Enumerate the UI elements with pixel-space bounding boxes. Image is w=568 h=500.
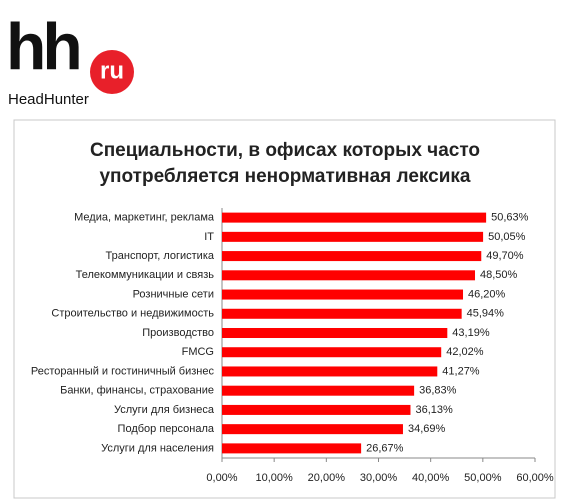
value-label: 48,50% — [480, 269, 518, 281]
value-label: 34,69% — [408, 423, 446, 435]
x-tick-label: 0,00% — [206, 472, 237, 484]
y-tick-label: Производство — [142, 327, 214, 339]
bar — [222, 328, 448, 338]
y-tick-label: Строительство и недвижимость — [51, 308, 214, 320]
logo-mark: hh — [6, 9, 79, 83]
value-label: 50,63% — [491, 212, 529, 224]
logo-name: HeadHunter — [8, 91, 89, 108]
y-tick-label: IT — [204, 231, 214, 243]
value-label: 45,94% — [467, 308, 505, 320]
value-label: 50,05% — [488, 231, 526, 243]
x-tick-label: 30,00% — [360, 472, 398, 484]
logo-badge: ru — [100, 57, 124, 84]
value-label: 41,27% — [442, 365, 480, 377]
bar — [222, 270, 476, 281]
value-label: 36,83% — [419, 385, 457, 397]
bar — [222, 308, 462, 319]
x-tick-label: 20,00% — [308, 472, 346, 484]
value-label: 43,19% — [452, 327, 490, 339]
y-tick-label: Телекоммуникации и связь — [76, 269, 215, 281]
x-tick-label: 60,00% — [516, 472, 554, 484]
value-label: 26,67% — [366, 442, 404, 454]
x-tick-label: 50,00% — [464, 472, 502, 484]
y-tick-label: Услуги для бизнеса — [114, 404, 215, 416]
y-tick-label: Ресторанный и гостиничный бизнес — [31, 365, 215, 377]
bar — [222, 231, 484, 242]
y-tick-label: Медиа, маркетинг, реклама — [74, 212, 215, 224]
bar — [222, 424, 403, 435]
x-tick-label: 40,00% — [412, 472, 450, 484]
bar — [222, 289, 464, 300]
chart-frame — [13, 119, 556, 499]
y-tick-label: Розничные сети — [133, 288, 214, 300]
y-tick-label: Услуги для населения — [101, 442, 214, 454]
value-label: 46,20% — [468, 288, 506, 300]
bar — [222, 404, 411, 415]
bar — [222, 251, 482, 262]
bar — [222, 366, 438, 377]
y-tick-label: Подбор персонала — [118, 423, 215, 435]
value-label: 49,70% — [486, 250, 524, 262]
value-label: 42,02% — [446, 346, 484, 358]
bar — [222, 347, 442, 358]
y-tick-label: Транспорт, логистика — [106, 250, 215, 262]
logo-badge-circle — [90, 50, 134, 94]
bar — [222, 443, 362, 454]
bar — [222, 212, 487, 223]
bar — [222, 385, 415, 396]
value-label: 36,13% — [415, 404, 453, 416]
y-tick-label: FMCG — [182, 346, 214, 358]
chart-title: Специальности, в офисах которых часто уп… — [89, 140, 481, 187]
y-tick-label: Банки, финансы, страхование — [60, 385, 214, 397]
x-tick-label: 10,00% — [256, 472, 294, 484]
